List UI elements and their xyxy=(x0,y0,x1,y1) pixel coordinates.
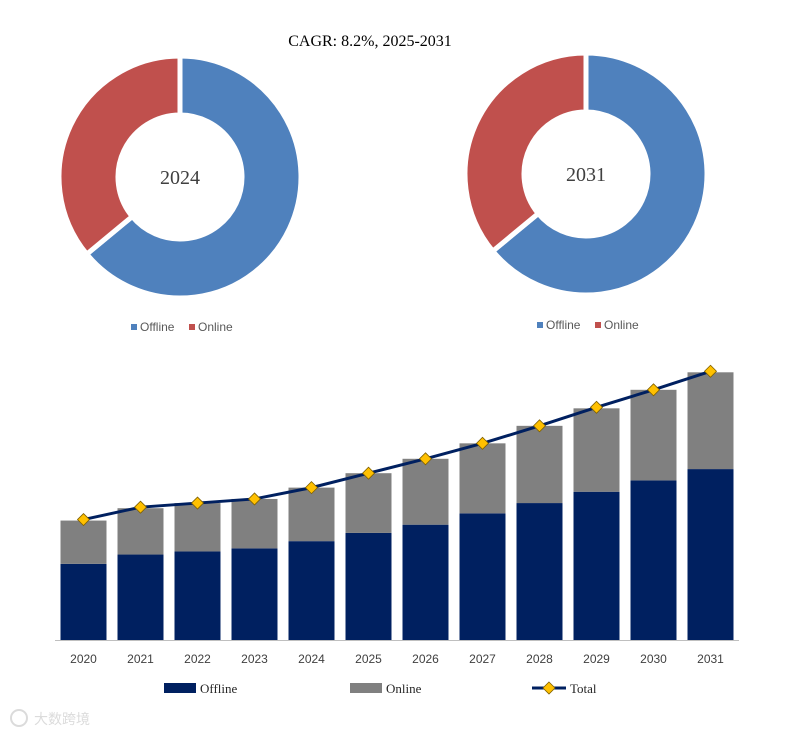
bar-online-2025 xyxy=(345,473,392,533)
watermark-text: 大数跨境 xyxy=(34,711,90,727)
bar-offline-2031 xyxy=(687,469,734,640)
watermark: 大数跨境 xyxy=(10,709,90,727)
bar-offline-2030 xyxy=(630,480,677,640)
total-marker-2027 xyxy=(475,436,490,450)
x-tick-label: 2021 xyxy=(127,652,154,666)
bar-offline-2025 xyxy=(345,532,392,640)
bar-offline-2023 xyxy=(231,548,278,640)
x-tick-label: 2029 xyxy=(583,652,610,666)
legend-label-offline: Offline xyxy=(200,681,238,696)
legend-label-online: Online xyxy=(604,318,639,332)
legend-swatch-online xyxy=(595,322,601,328)
legend-swatch-online xyxy=(350,683,382,693)
bar-online-2030 xyxy=(630,389,677,481)
total-marker-2024 xyxy=(304,481,319,495)
legend-label-total: Total xyxy=(570,681,597,696)
x-tick-label: 2030 xyxy=(640,652,667,666)
bar-offline-2028 xyxy=(516,503,563,640)
bar-chart-legend: Offline Online Total xyxy=(164,681,597,696)
legend-label-online: Online xyxy=(198,320,233,334)
bar-online-2026 xyxy=(402,458,449,525)
donut-slice-online xyxy=(462,50,589,255)
bar-online-2031 xyxy=(687,372,734,470)
total-line-series xyxy=(76,364,718,527)
x-tick-label: 2027 xyxy=(469,652,496,666)
donut-chart-2031: 2031 Offline Online xyxy=(462,50,710,332)
x-tick-labels: 2020 2021 2022 2023 2024 2025 2026 2027 2028 2029… xyxy=(70,652,724,666)
bar-offline-2022 xyxy=(174,551,221,640)
x-tick-label: 2028 xyxy=(526,652,553,666)
donut-center-label: 2024 xyxy=(160,167,200,189)
x-tick-label: 2022 xyxy=(184,652,211,666)
stacked-bars xyxy=(60,372,734,640)
x-tick-label: 2031 xyxy=(697,652,724,666)
bar-online-2028 xyxy=(516,425,563,504)
x-tick-label: 2025 xyxy=(355,652,382,666)
x-tick-label: 2023 xyxy=(241,652,268,666)
donut-slice-offline xyxy=(83,53,304,301)
legend-swatch-offline xyxy=(537,322,543,328)
x-tick-label: 2020 xyxy=(70,652,97,666)
donut-chart-2024: 2024 Offline Online xyxy=(56,53,304,334)
total-marker-2031 xyxy=(703,364,718,378)
x-tick-label: 2026 xyxy=(412,652,439,666)
x-tick-label: 2024 xyxy=(298,652,325,666)
total-marker-2028 xyxy=(532,419,547,433)
total-marker-2021 xyxy=(133,500,148,514)
total-marker-2026 xyxy=(418,452,433,466)
legend-label-online: Online xyxy=(386,681,422,696)
donut-center-label: 2031 xyxy=(566,164,606,186)
bar-offline-2024 xyxy=(288,541,335,640)
donut-slice-offline xyxy=(489,50,710,298)
total-marker-2030 xyxy=(646,383,661,397)
bar-online-2023 xyxy=(231,498,278,549)
bar-online-2021 xyxy=(117,508,164,555)
bar-online-2022 xyxy=(174,503,221,552)
legend-marker-total xyxy=(542,681,556,695)
bar-offline-2020 xyxy=(60,563,107,640)
legend-swatch-offline xyxy=(131,324,137,330)
bar-offline-2026 xyxy=(402,524,449,640)
legend-swatch-online xyxy=(189,324,195,330)
bar-online-2027 xyxy=(459,443,506,514)
legend-label-offline: Offline xyxy=(546,318,581,332)
bar-online-2029 xyxy=(573,408,620,492)
donut-slice-online xyxy=(56,53,183,258)
bar-online-2020 xyxy=(60,520,107,564)
cagr-title: CAGR: 8.2%, 2025-2031 xyxy=(288,33,452,50)
total-marker-2025 xyxy=(361,466,376,480)
bar-offline-2027 xyxy=(459,513,506,640)
legend-label-offline: Offline xyxy=(140,320,175,334)
total-line xyxy=(83,369,711,521)
bar-offline-2029 xyxy=(573,491,620,640)
total-marker-2020 xyxy=(76,512,91,527)
total-marker-2022 xyxy=(190,496,205,510)
watermark-logo-icon xyxy=(10,709,28,727)
bar-online-2024 xyxy=(288,487,335,542)
bar-offline-2021 xyxy=(117,554,164,640)
total-marker-2023 xyxy=(247,492,262,506)
total-marker-2029 xyxy=(589,400,604,414)
legend-swatch-offline xyxy=(164,683,196,693)
